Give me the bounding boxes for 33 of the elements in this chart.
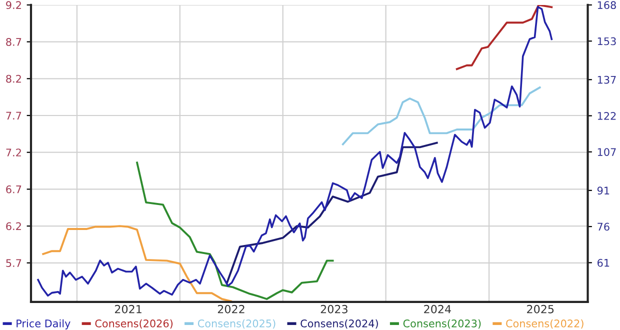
x-tick-label: 2023 (320, 304, 348, 314)
line-series (37, 6, 553, 297)
y2-tick-label: 76 (598, 222, 610, 231)
legend-label: Consens(2024) (300, 319, 378, 329)
x-tick-label: 2022 (218, 304, 244, 314)
y2-tick-label: 122 (598, 112, 616, 120)
y-tick-label: 8.7 (6, 38, 22, 46)
legend-label: Consens(2023) (403, 319, 481, 329)
y-tick-label: 6.7 (6, 185, 22, 194)
y2-tick-label: 153 (598, 37, 616, 46)
x-tick-label: 2024 (424, 304, 451, 314)
y-tick-label: 9.2 (6, 1, 21, 10)
line-series (456, 4, 553, 70)
y-tick-label: 7.2 (6, 148, 21, 156)
x-tick-label: 2025 (527, 304, 554, 314)
y2-tick-label: 61 (598, 258, 610, 267)
legend-label: Consens(2026) (95, 319, 173, 329)
y2-tick-label: 168 (598, 1, 616, 10)
legend-label: Consens(2022) (506, 319, 584, 329)
y2-tick-label: 107 (598, 148, 616, 156)
line-series (136, 162, 334, 300)
legend-label: Consens(2025) (198, 319, 276, 329)
y2-tick-label: 91 (597, 186, 610, 195)
x-tick-label: 2021 (114, 304, 142, 314)
line-series (226, 142, 438, 284)
line-series (342, 86, 541, 146)
y2-tick-label: 137 (598, 76, 616, 84)
y-tick-label: 5.7 (6, 259, 22, 267)
legend-label: Price Daily (16, 319, 70, 330)
y-tick-label: 7.7 (6, 112, 22, 120)
y-tick-label: 8.2 (6, 74, 21, 83)
y-tick-label: 6.2 (6, 222, 21, 230)
line-series (42, 225, 232, 302)
